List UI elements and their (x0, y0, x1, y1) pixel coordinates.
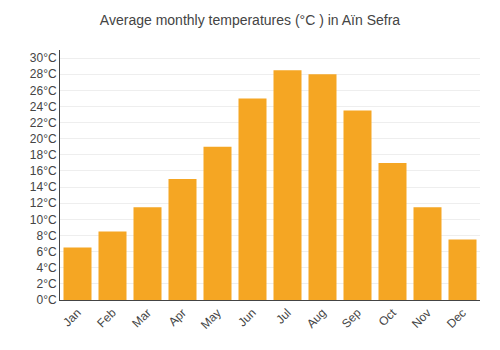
svg-text:18°C: 18°C (30, 148, 57, 162)
svg-text:8°C: 8°C (36, 229, 56, 243)
svg-text:Mar: Mar (129, 306, 154, 331)
svg-text:Apr: Apr (166, 306, 189, 329)
svg-text:Average monthly temperatures (: Average monthly temperatures (°C ) in Aï… (100, 12, 400, 28)
svg-text:Jan: Jan (60, 306, 84, 330)
svg-text:May: May (198, 306, 224, 332)
svg-text:Feb: Feb (94, 306, 119, 331)
svg-text:6°C: 6°C (36, 245, 56, 259)
svg-text:14°C: 14°C (30, 180, 57, 194)
svg-text:30°C: 30°C (30, 51, 57, 65)
svg-text:20°C: 20°C (30, 132, 57, 146)
svg-text:Jun: Jun (235, 306, 259, 330)
svg-text:2°C: 2°C (36, 277, 56, 291)
svg-text:Oct: Oct (376, 305, 400, 329)
svg-text:Nov: Nov (409, 306, 434, 331)
svg-text:16°C: 16°C (30, 164, 57, 178)
svg-text:4°C: 4°C (36, 261, 56, 275)
svg-text:Sep: Sep (339, 306, 364, 331)
svg-text:Jul: Jul (273, 306, 294, 327)
svg-text:22°C: 22°C (30, 116, 57, 130)
svg-text:Aug: Aug (304, 306, 329, 331)
svg-text:0°C: 0°C (36, 293, 56, 307)
svg-text:28°C: 28°C (30, 67, 57, 81)
svg-text:Dec: Dec (444, 306, 469, 331)
svg-text:12°C: 12°C (30, 196, 57, 210)
svg-text:10°C: 10°C (30, 213, 57, 227)
svg-text:26°C: 26°C (30, 84, 57, 98)
svg-text:24°C: 24°C (30, 100, 57, 114)
